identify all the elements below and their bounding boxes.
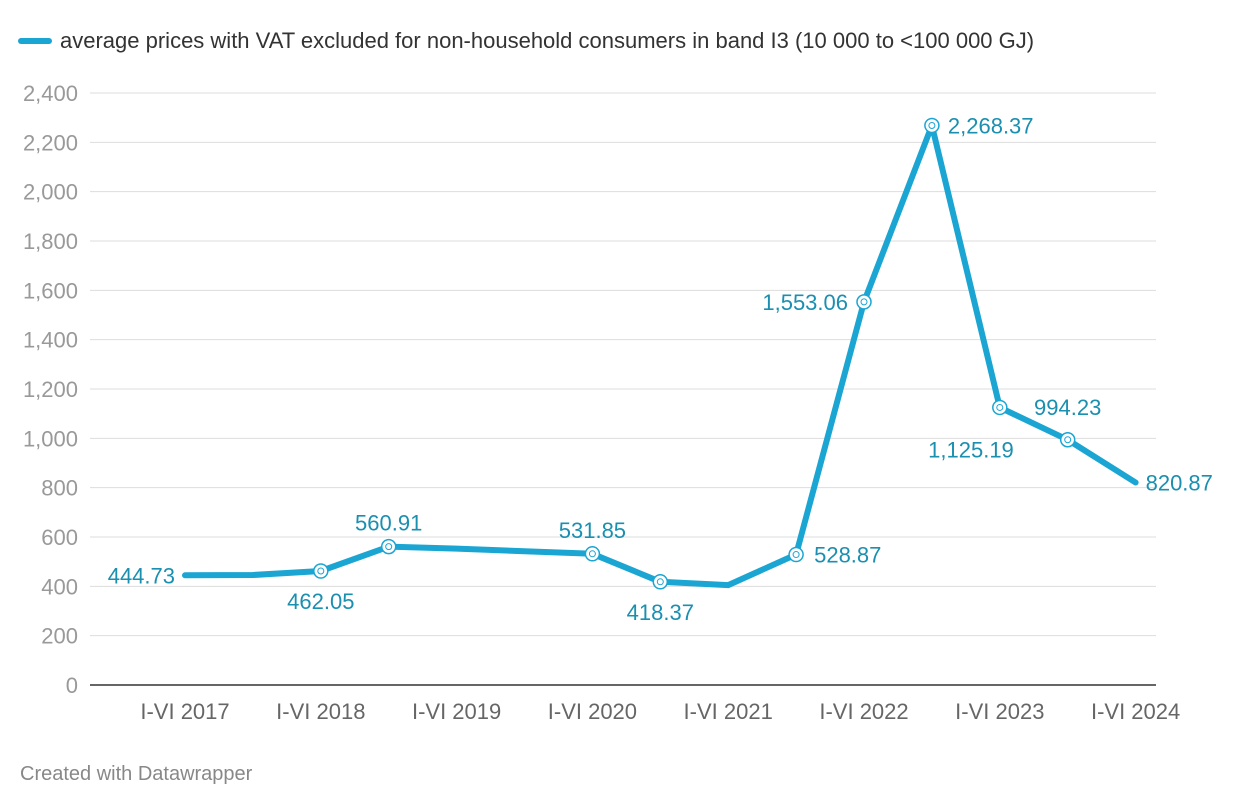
data-label: 2,268.37 (948, 113, 1034, 138)
data-label: 528.87 (814, 543, 881, 568)
data-point-marker (856, 294, 872, 310)
legend-swatch (18, 38, 52, 44)
x-axis-ticks: I-VI 2017 I-VI 2018 I-VI 2019 I-VI 2020 I-VI… (140, 699, 1180, 724)
gridlines (90, 92, 1156, 637)
x-tick-label: I-VI 2020 (548, 699, 637, 724)
data-point-marker (788, 546, 804, 563)
y-tick-label: 1,800 (23, 229, 78, 254)
data-label: 418.37 (627, 600, 694, 625)
data-point-marker-inner (860, 298, 868, 306)
x-tick-label: I-VI 2023 (955, 699, 1044, 724)
y-tick-label: 1,400 (23, 328, 78, 353)
data-labels: 444.73 462.05 560.91 531.85 418.37 528.87 1,55… (108, 113, 1213, 624)
y-axis-ticks: 0 200 400 600 800 1,000 1,200 1,400 1,600 1,800 2,… (23, 81, 78, 698)
y-tick-label: 200 (41, 624, 78, 649)
y-tick-label: 800 (41, 476, 78, 501)
data-point-marker (652, 574, 669, 590)
data-point-marker (992, 399, 1008, 416)
line-chart: 0 200 400 600 800 1,000 1,200 1,400 1,600 1,800 2,… (23, 81, 1213, 724)
y-tick-label: 2,400 (23, 81, 78, 106)
data-label: 444.73 (108, 563, 175, 588)
y-tick-label: 1,200 (23, 377, 78, 402)
legend-label: average prices with VAT excluded for non… (60, 28, 1035, 53)
credit-text: Created with Datawrapper (20, 763, 253, 785)
series-line (182, 122, 1139, 589)
y-tick-label: 2,000 (23, 180, 78, 205)
data-point-marker-inner (928, 121, 936, 129)
x-tick-label: I-VI 2021 (684, 699, 773, 724)
x-tick-label: I-VI 2024 (1091, 699, 1180, 724)
y-tick-label: 600 (41, 525, 78, 550)
data-point-marker (1059, 432, 1076, 448)
x-tick-label: I-VI 2017 (140, 699, 229, 724)
data-label: 462.05 (287, 589, 354, 614)
data-point-marker (380, 538, 397, 555)
data-point-marker-inner (792, 551, 800, 559)
data-point-marker (584, 546, 601, 562)
data-label: 994.23 (1034, 395, 1101, 420)
data-point-marker-inner (1064, 436, 1072, 444)
data-label: 1,125.19 (928, 437, 1014, 462)
data-label: 820.87 (1146, 471, 1213, 496)
y-tick-label: 1,000 (23, 426, 78, 451)
data-point-marker-inner (656, 578, 664, 586)
y-tick-label: 2,200 (23, 130, 78, 155)
x-tick-label: I-VI 2019 (412, 699, 501, 724)
data-point-marker (924, 117, 940, 134)
y-tick-label: 400 (41, 574, 78, 599)
data-label: 560.91 (355, 511, 422, 536)
data-label: 531.85 (559, 518, 626, 543)
data-point-marker-inner (385, 543, 393, 551)
data-point-marker-inner (996, 403, 1004, 411)
data-point-marker-inner (317, 567, 325, 575)
y-tick-label: 1,600 (23, 278, 78, 303)
data-point-marker (313, 563, 329, 579)
x-tick-label: I-VI 2022 (819, 699, 908, 724)
x-tick-label: I-VI 2018 (276, 699, 365, 724)
legend: average prices with VAT excluded for non… (18, 26, 1034, 56)
data-markers (313, 117, 1076, 590)
data-point-marker-inner (588, 550, 596, 558)
data-label: 1,553.06 (762, 290, 848, 315)
y-tick-label: 0 (66, 673, 78, 698)
